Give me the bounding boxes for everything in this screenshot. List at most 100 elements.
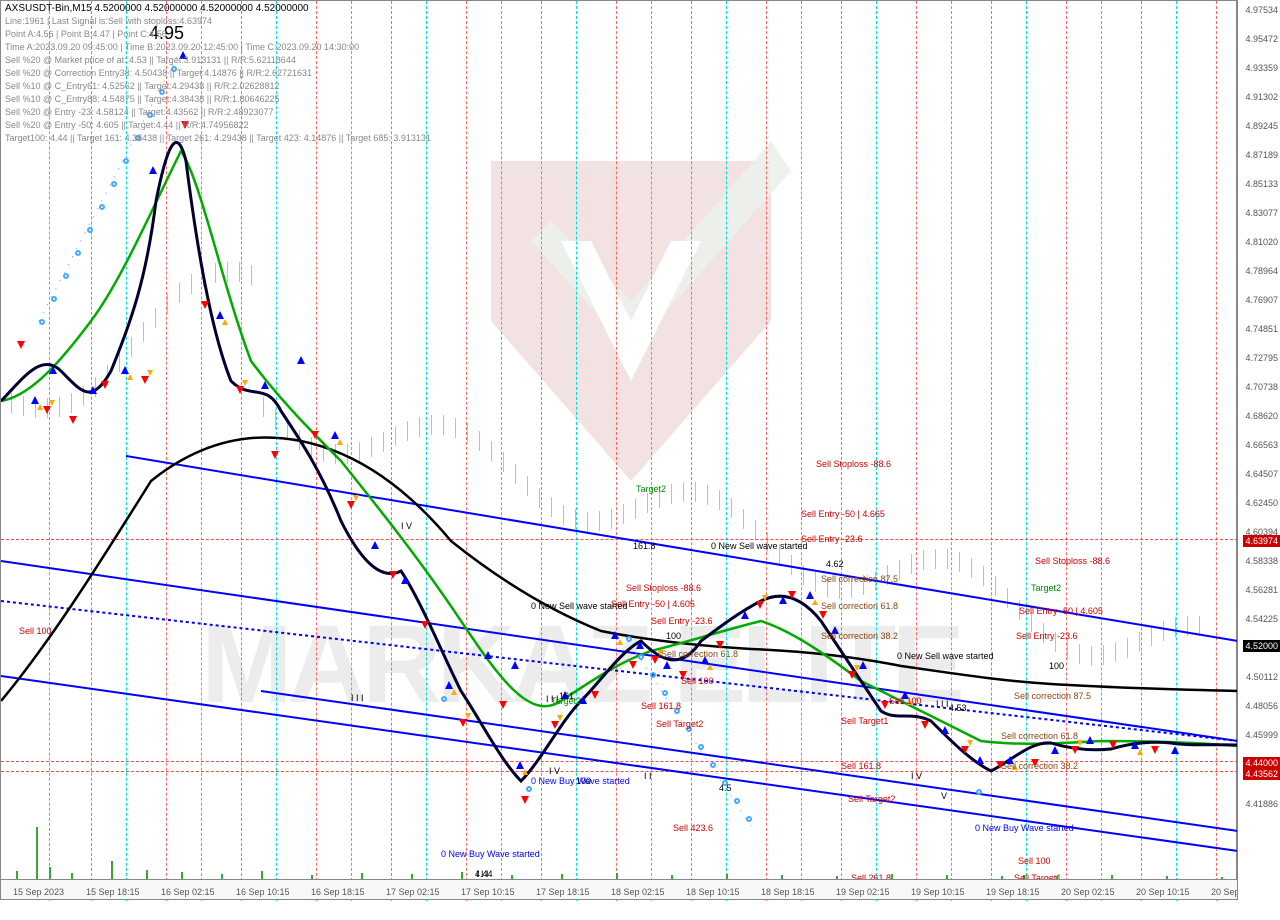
x-label: 20 Sep 02:15 (1061, 887, 1115, 897)
y-label: 4.56281 (1245, 585, 1278, 595)
y-label: 4.91302 (1245, 92, 1278, 102)
x-label: 15 Sep 2023 (13, 887, 64, 897)
y-label: 4.89245 (1245, 121, 1278, 131)
chart-annotation: Sell Target2 (656, 719, 703, 729)
y-label: 4.76907 (1245, 295, 1278, 305)
x-label: 16 Sep 10:15 (236, 887, 290, 897)
y-label: 4.81020 (1245, 237, 1278, 247)
x-label: 18 Sep 02:15 (611, 887, 665, 897)
chart-annotation: I I (644, 771, 652, 781)
chart-annotation: 0 New Sell wave started (531, 601, 628, 611)
chart-annotation: Target2 (636, 484, 666, 494)
chart-annotation: 0 New Buy Wave started (531, 776, 630, 786)
x-label: 16 Sep 18:15 (311, 887, 365, 897)
y-label: 4.70738 (1245, 382, 1278, 392)
chart-annotation: Sell Entry -23.6 (1016, 631, 1078, 641)
x-label: 15 Sep 18:15 (86, 887, 140, 897)
chart-annotation: Sell Entry -50 | 4.605 (1019, 606, 1103, 616)
x-label: 19 Sep 18:15 (986, 887, 1040, 897)
x-label: 16 Sep 02:15 (161, 887, 215, 897)
chart-annotation: Sell 423.6 (673, 823, 713, 833)
chart-annotation: Sell correction 61.8 (1001, 731, 1078, 741)
price-box: 4.43562 (1243, 768, 1280, 780)
chart-annotation: 0 New Sell wave started (711, 541, 808, 551)
chart-annotation: Sell correction 61.8 (661, 649, 738, 659)
y-label: 4.93359 (1245, 63, 1278, 73)
price-box: 4.52000 (1243, 640, 1280, 652)
chart-annotation: 161 (559, 691, 574, 701)
y-label: 4.48056 (1245, 701, 1278, 711)
chart-annotation: Sell correction 61.8 (821, 601, 898, 611)
y-axis: 4.97534 4.95472 4.93359 4.91302 4.89245 4.871… (1237, 0, 1280, 900)
chart-annotation: 161.8 (633, 541, 656, 551)
chart-annotation: Sell 100 (889, 696, 922, 706)
y-label: 4.87189 (1245, 150, 1278, 160)
chart-annotation: 0 New Buy Wave started (441, 849, 540, 859)
y-label: 4.50112 (1246, 672, 1278, 682)
watermark-text: MARKAZ ELITE (201, 601, 960, 728)
chart-annotation: 100 (1049, 661, 1064, 671)
chart-annotation: Target2 (1031, 583, 1061, 593)
chart-annotation: Sell Entry -23.6 (651, 616, 713, 626)
y-label: 4.72795 (1245, 353, 1278, 363)
y-label: 4.83077 (1245, 208, 1278, 218)
info-line: Point A:4.56 | Point B:4.47 | Point C:4.… (5, 29, 167, 39)
x-label: 19 Sep 10:15 (911, 887, 965, 897)
info-line: Sell %20 @ Entry -50: 4.605 || Target:4.… (5, 120, 248, 130)
chart-annotation: Sell Stoploss -88.6 (626, 583, 701, 593)
chart-annotation: Sell Target1 (841, 716, 888, 726)
y-label: 4.58338 (1245, 556, 1278, 566)
info-line: Time A:2023.09.20 09:45:00 | Time B:2023… (5, 42, 359, 52)
x-label: 17 Sep 10:15 (461, 887, 515, 897)
info-line: Sell %10 @ C_Entry88: 4.54875 || Target:… (5, 94, 280, 104)
chart-annotation: Sell Entry -50 | 4.665 (801, 509, 885, 519)
y-label: 4.62450 (1245, 498, 1278, 508)
info-line: Sell %10 @ C_Entry61: 4.52562 || Target:… (5, 81, 280, 91)
chart-annotation: Sell Stoploss -88.6 (1035, 556, 1110, 566)
y-label: 4.64507 (1245, 469, 1278, 479)
y-label: 4.45999 (1245, 730, 1278, 740)
info-line: Line:1961 | Last Signal is:Sell with sto… (5, 16, 212, 26)
chart-annotation: Sell 161.8 (641, 701, 681, 711)
x-label: 17 Sep 02:15 (386, 887, 440, 897)
chart-annotation: I V (911, 771, 922, 781)
chart-annotation: Sell 100 (19, 626, 52, 636)
chart-area[interactable]: MARKAZ ELITE Sell Stoploss -88.6 Sell Ent… (0, 0, 1237, 900)
chart-annotation: I I I (546, 694, 559, 704)
y-label: 4.68620 (1245, 411, 1278, 421)
price-box: 4.63974 (1243, 535, 1280, 547)
chart-annotation: I I I (936, 699, 949, 709)
y-label: 4.66563 (1245, 440, 1278, 450)
chart-annotation: Sell 100 (1018, 856, 1051, 866)
chart-annotation: Sell Stoploss -88.6 (816, 459, 891, 469)
chart-annotation: I V (549, 766, 560, 776)
y-label: 4.97534 (1245, 5, 1278, 15)
chart-annotation: Sell Entry -23.6 (801, 534, 863, 544)
chart-annotation: 100 (666, 631, 681, 641)
chart-annotation: Sell correction 87.5 (1014, 691, 1091, 701)
info-line: Sell %20 @ Market price of at: 4.53 || T… (5, 55, 296, 65)
chart-annotation: I I I (476, 869, 489, 879)
chart-annotation: I I I (351, 693, 364, 703)
y-label: 4.54225 (1245, 614, 1278, 624)
info-line: Sell %20 @ Correction Entry38: 4.50438 |… (5, 68, 312, 78)
chart-annotation: 4.5 (719, 783, 732, 793)
y-label: 4.85133 (1245, 179, 1278, 189)
y-label: 4.95472 (1245, 34, 1278, 44)
x-label: 18 Sep 10:15 (686, 887, 740, 897)
x-label: 19 Sep 02:15 (836, 887, 890, 897)
info-line: Sell %20 @ Entry -23: 4.58124 || Target:… (5, 107, 274, 117)
x-label: 17 Sep 18:15 (536, 887, 590, 897)
y-label: 4.78964 (1245, 266, 1278, 276)
y-label: 4.74851 (1245, 324, 1278, 334)
chart-annotation: 0 New Buy Wave started (975, 823, 1074, 833)
chart-annotation: V (941, 791, 947, 801)
x-axis: 15 Sep 2023 15 Sep 18:15 16 Sep 02:15 16 Se… (1, 879, 1238, 899)
x-label: 18 Sep 18:15 (761, 887, 815, 897)
chart-annotation: I V (401, 521, 412, 531)
chart-annotation: Sell correction 38.2 (821, 631, 898, 641)
chart-annotation: Sell 100 (681, 676, 714, 686)
chart-annotation: Sell 161.8 (841, 761, 881, 771)
chart-title: AXSUSDT-Bin,M15 4.5200000 4.52000000 4.5… (5, 3, 309, 14)
chart-annotation: 0 New Sell wave started (897, 651, 994, 661)
